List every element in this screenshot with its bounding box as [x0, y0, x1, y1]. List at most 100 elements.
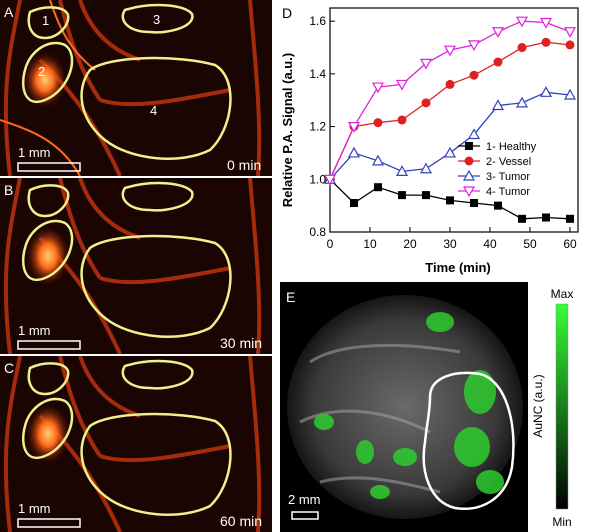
image-panel-b: B 1 mm 30 min — [0, 178, 272, 354]
data-point-s3 — [371, 154, 385, 166]
roi-4 — [80, 56, 232, 160]
data-point-s3 — [347, 146, 361, 158]
panel-label-b: B — [4, 182, 13, 198]
line-chart: D 0 10 20 30 40 50 60 0.8 1.0 1.2 1.4 1.6 1- Health… — [280, 5, 579, 275]
data-point-s4 — [443, 45, 457, 57]
data-point-s3 — [491, 99, 505, 111]
data-point-s2 — [445, 79, 455, 89]
time-label-b: 30 min — [220, 335, 262, 351]
data-point-s2 — [421, 98, 431, 108]
y-tick-label: 1.0 — [309, 172, 326, 186]
data-point-s1 — [446, 196, 454, 205]
data-point-s4 — [323, 174, 337, 186]
data-point-s4 — [395, 79, 409, 91]
data-point-s2 — [469, 70, 479, 80]
y-axis-label: Relative P.A. Signal (a.u.) — [280, 53, 295, 207]
data-point-s4 — [371, 82, 385, 94]
panel-label-e: E — [286, 289, 295, 305]
data-point-s1 — [542, 213, 550, 222]
data-point-s3 — [419, 162, 433, 174]
chart-panel-label: D — [282, 5, 292, 21]
data-point-s1 — [470, 199, 478, 208]
x-tick-label: 40 — [483, 237, 497, 251]
data-point-s2 — [541, 37, 551, 47]
x-tick-label: 10 — [363, 237, 377, 251]
scale-bar-a — [17, 162, 81, 172]
time-label-c: 60 min — [220, 513, 262, 529]
roi-3 — [121, 3, 194, 34]
data-point-s2 — [565, 40, 575, 50]
data-point-s2 — [493, 57, 503, 67]
data-point-s3 — [539, 86, 553, 97]
x-tick-label: 0 — [327, 237, 334, 251]
x-axis-label: Time (min) — [425, 260, 491, 275]
region-label-4: 4 — [150, 103, 157, 118]
data-point-s3 — [467, 128, 481, 140]
legend-label: 4- Tumor — [486, 186, 530, 198]
data-point-s3 — [515, 96, 529, 108]
x-tick-label: 20 — [403, 237, 417, 251]
scale-label-b: 1 mm — [18, 323, 51, 338]
y-tick-label: 1.2 — [309, 120, 326, 134]
tumor-outline — [422, 371, 515, 510]
panel-label-c: C — [4, 360, 14, 376]
image-panel-a: 1 2 3 4 A 1 mm 0 min — [0, 0, 272, 176]
data-point-s2 — [397, 115, 407, 125]
data-point-s4 — [539, 17, 553, 29]
image-panel-e: E 2 mm Max Min AuNC (a.u.) — [280, 282, 574, 532]
data-point-s3 — [395, 165, 409, 176]
data-point-s4 — [419, 58, 433, 70]
scale-bar-e — [291, 511, 319, 520]
panel-label-a: A — [4, 4, 14, 20]
legend-label: 2- Vessel — [486, 156, 531, 168]
legend-marker — [465, 142, 473, 150]
region-label-3: 3 — [153, 12, 160, 27]
data-point-s1 — [398, 191, 406, 200]
data-point-s4 — [563, 27, 577, 38]
data-point-s1 — [566, 214, 574, 223]
y-tick-label: 0.8 — [309, 225, 326, 239]
data-point-s1 — [422, 191, 430, 200]
legend-marker — [462, 169, 476, 181]
scale-label-a: 1 mm — [18, 145, 51, 160]
data-point-s1 — [518, 214, 526, 223]
region-label-2: 2 — [38, 64, 45, 79]
data-point-s2 — [517, 43, 527, 53]
legend-label: 1- Healthy — [486, 141, 537, 153]
data-point-s1 — [374, 183, 382, 192]
scale-label-e: 2 mm — [288, 492, 321, 507]
colorbar-max: Max — [551, 287, 574, 301]
data-point-s4 — [491, 27, 505, 38]
series-line-3 — [329, 91, 571, 180]
scale-bar-c — [17, 518, 81, 528]
time-label-a: 0 min — [227, 157, 261, 173]
x-tick-label: 60 — [563, 237, 577, 251]
legend-marker — [464, 156, 474, 166]
data-point-s2 — [373, 118, 383, 128]
x-tick-label: 50 — [523, 237, 537, 251]
region-label-1: 1 — [42, 13, 49, 28]
data-point-s4 — [347, 121, 361, 133]
x-tick-label: 30 — [443, 237, 457, 251]
plot-frame — [329, 7, 579, 233]
data-point-s3 — [443, 146, 457, 158]
data-point-s1 — [350, 199, 358, 208]
roi-1 — [27, 6, 70, 40]
aunc-signal — [314, 312, 504, 499]
image-panel-c: C 1 mm 60 min — [0, 356, 272, 532]
colorbar-title: AuNC (a.u.) — [531, 374, 545, 437]
data-point-s4 — [515, 16, 529, 28]
data-point-s1 — [494, 201, 502, 210]
scale-bar-b — [17, 340, 81, 350]
colorbar — [555, 303, 569, 510]
colorbar-min: Min — [552, 515, 571, 529]
roi-2 — [21, 41, 74, 103]
y-tick-label: 1.6 — [309, 14, 326, 28]
data-point-s4 — [467, 40, 481, 52]
scale-label-c: 1 mm — [18, 501, 51, 516]
legend-label: 3- Tumor — [486, 171, 530, 183]
data-point-s3 — [563, 88, 577, 100]
y-tick-label: 1.4 — [309, 67, 326, 81]
legend-marker — [462, 186, 476, 198]
series-line-2 — [329, 41, 571, 180]
